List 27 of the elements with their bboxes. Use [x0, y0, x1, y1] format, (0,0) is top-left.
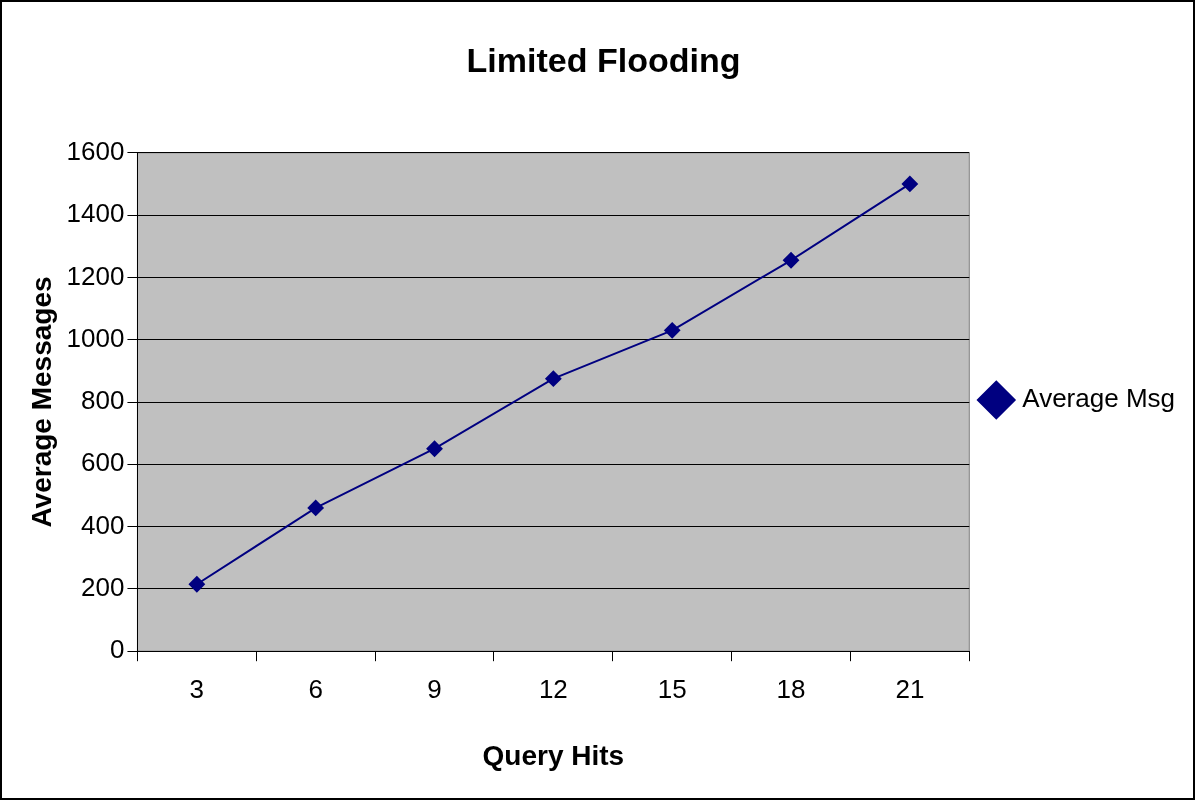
x-axis-title: Query Hits: [482, 739, 625, 771]
x-tick-label: 9: [427, 673, 442, 704]
x-tick-label: 15: [657, 673, 687, 704]
y-tick-label: 600: [81, 447, 125, 478]
y-tick-label: 800: [81, 385, 125, 416]
x-tick-label: 3: [189, 673, 205, 704]
x-tick-label: 12: [538, 673, 568, 704]
y-tick-label: 0: [109, 634, 125, 665]
point: [664, 322, 681, 339]
y-tick-label: 400: [81, 509, 125, 540]
y-tick-label: 1400: [66, 198, 125, 229]
y-tick-label: 1600: [66, 135, 125, 166]
point: [545, 370, 562, 387]
x-tick-label: 18: [776, 673, 806, 704]
x-tick-label: 6: [308, 673, 323, 704]
legend-label: Average Msg: [1022, 383, 1176, 414]
x-tick-label: 21: [895, 673, 925, 704]
point: [307, 499, 324, 516]
point: [188, 576, 205, 593]
point: [783, 252, 800, 269]
point: [426, 440, 443, 457]
y-axis-title: Average Messages: [25, 276, 57, 528]
y-tick-label: 1000: [66, 322, 125, 353]
point: [901, 175, 918, 192]
y-tick-label: 200: [81, 572, 125, 603]
y-tick-label: 1200: [66, 260, 125, 291]
chart-title: Limited Flooding: [466, 40, 741, 79]
